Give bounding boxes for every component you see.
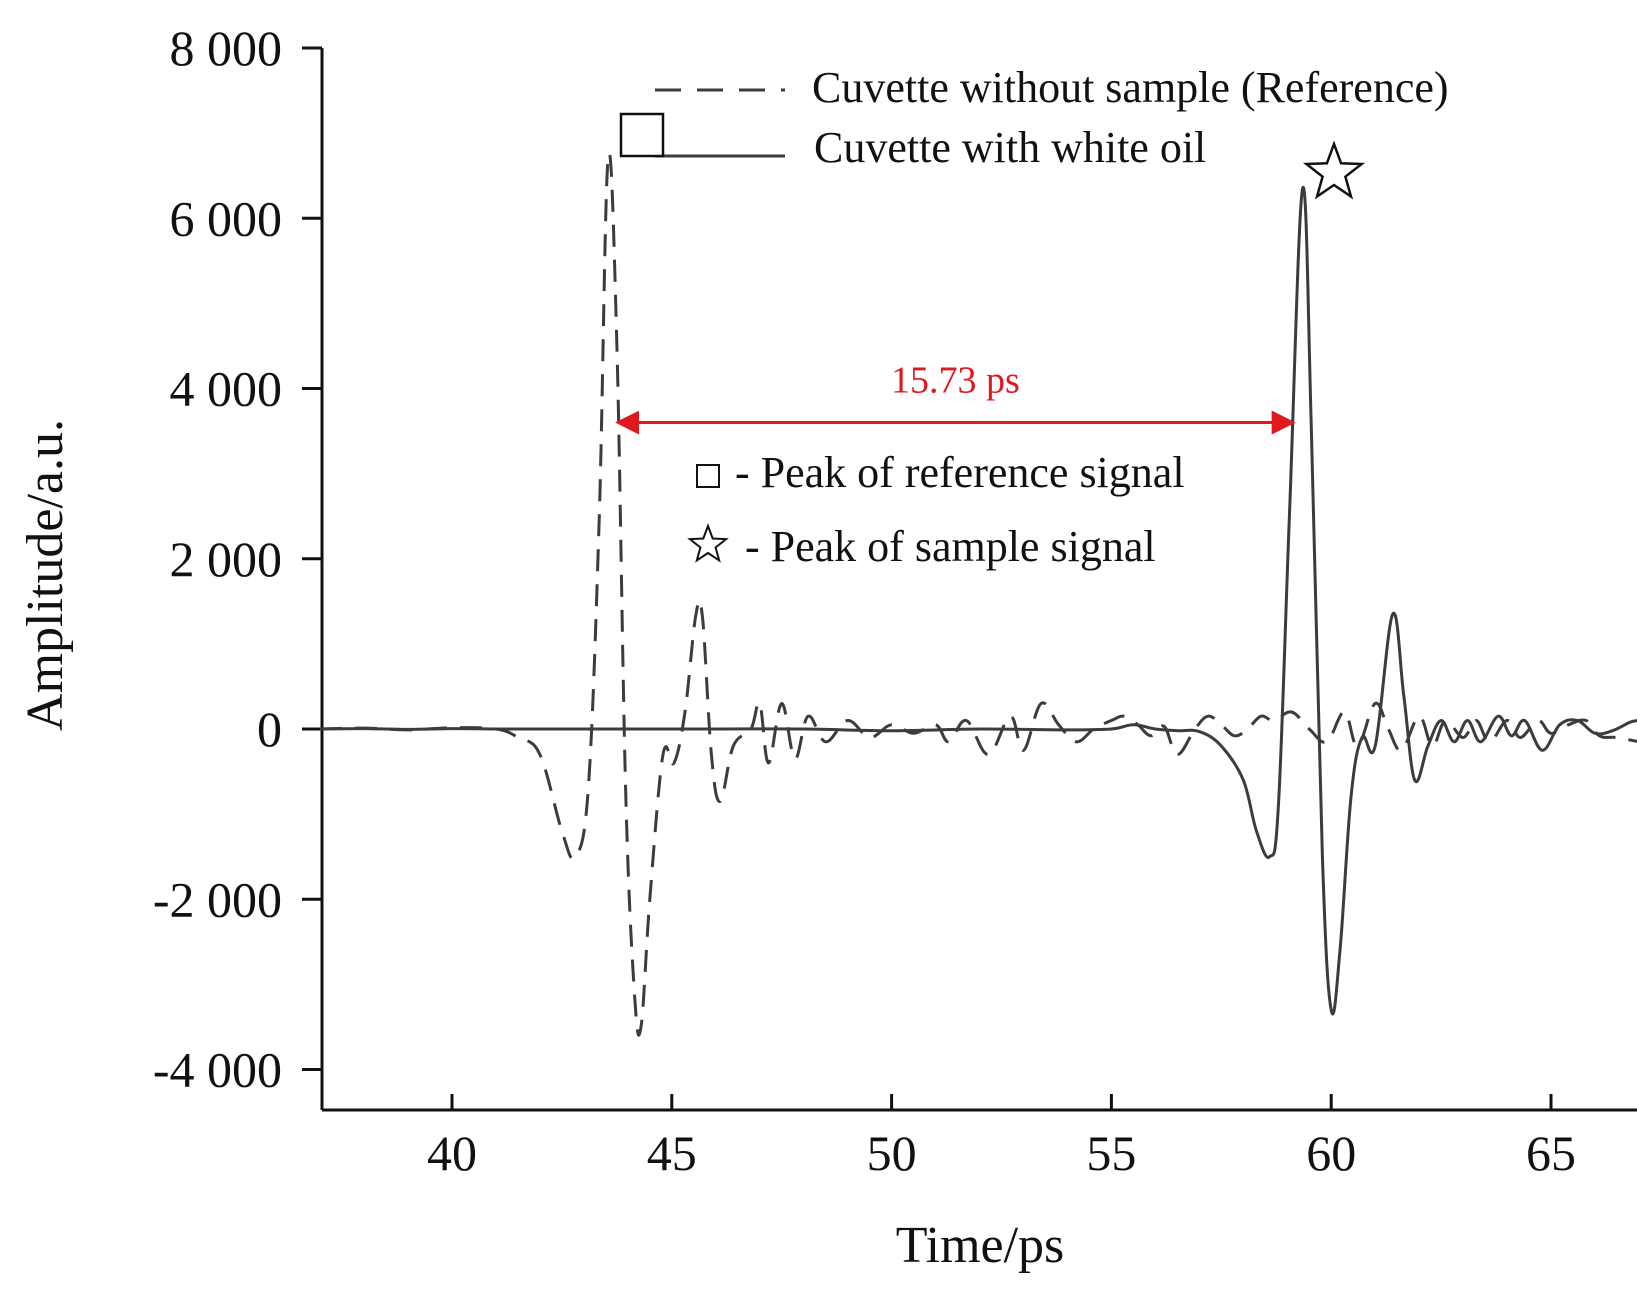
- y-tick-label: 4 000: [170, 361, 283, 417]
- y-tick-label: 0: [257, 701, 282, 757]
- time-delay-label: 15.73 ps: [891, 360, 1020, 402]
- x-tick-label: 40: [427, 1125, 477, 1181]
- x-tick-label: 50: [867, 1125, 917, 1181]
- legend-label-sample: Cuvette with white oil: [814, 123, 1206, 172]
- y-tick-label: -2 000: [153, 871, 282, 927]
- axes: [320, 48, 1637, 1112]
- sample-peak-star-icon: [1302, 140, 1366, 200]
- legend-label-reference: Cuvette without sample (Reference): [812, 63, 1449, 112]
- note-reference-peak: - Peak of reference signal: [735, 448, 1185, 497]
- x-tick-label: 65: [1526, 1125, 1576, 1181]
- marker-notes: - Peak of reference signal - Peak of sam…: [687, 448, 1185, 571]
- x-axis-label: Time/ps: [896, 1217, 1065, 1274]
- y-tick-label: -4 000: [153, 1042, 282, 1098]
- note-sample-peak: - Peak of sample signal: [745, 522, 1156, 571]
- series-line-reference: [320, 151, 1637, 1037]
- note-square-icon: [696, 464, 720, 488]
- series-layer: [320, 151, 1637, 1037]
- y-tick-label: 2 000: [170, 531, 283, 587]
- note-star-icon: [687, 523, 729, 563]
- y-tick-label: 8 000: [170, 20, 283, 76]
- x-ticks: 40 45 50 55 60 65: [427, 1094, 1576, 1181]
- legend: Cuvette without sample (Reference) Cuvet…: [655, 63, 1449, 172]
- y-axis-label: Amplitude/a.u.: [17, 419, 74, 731]
- y-ticks: 8 000 6 000 4 000 2 000 0 -2 000 -4 000: [153, 20, 322, 1098]
- x-tick-label: 55: [1086, 1125, 1136, 1181]
- x-tick-label: 45: [647, 1125, 697, 1181]
- y-tick-label: 6 000: [170, 190, 283, 246]
- reference-peak-square-icon: [619, 112, 665, 158]
- series-line-sample: [320, 185, 1637, 1016]
- x-tick-label: 60: [1306, 1125, 1356, 1181]
